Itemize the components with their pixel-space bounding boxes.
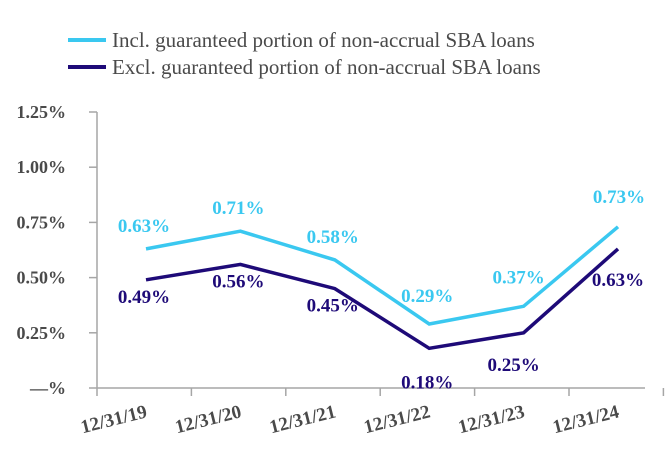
x-tick-label: 12/31/21 [267,401,338,438]
data-label-incl: 0.73% [593,187,645,208]
x-tick-label: 12/31/24 [551,401,622,438]
legend: Incl. guaranteed portion of non-accrual … [68,28,541,79]
series-line-excl [145,247,620,351]
y-tick-label: 1.25% [17,102,67,122]
x-axis-ticks: 12/31/19 12/31/20 12/31/21 12/31/22 12/31/23… [79,388,665,438]
data-label-excl: 0.25% [487,355,539,376]
data-label-excl: 0.49% [118,287,170,308]
data-labels: 0.63% 0.71% 0.58% 0.29% 0.37% 0.73% 0.49% 0.56%… [118,187,645,393]
data-label-excl: 0.45% [307,296,359,317]
x-tick-label: 12/31/19 [79,401,150,438]
legend-label-incl: Incl. guaranteed portion of non-accrual … [112,28,535,52]
series-line-incl [145,225,620,326]
x-tick-label: 12/31/23 [456,401,527,438]
data-label-incl: 0.58% [307,227,359,248]
data-label-incl: 0.37% [492,267,544,288]
y-axis-ticks: —% 0.25% 0.50% 0.75% 1.00% 1.25% [17,102,97,398]
y-tick-label: —% [29,378,66,398]
y-tick-label: 1.00% [17,157,67,177]
data-label-excl: 0.18% [401,372,453,393]
data-label-excl: 0.63% [592,270,644,291]
legend-label-excl: Excl. guaranteed portion of non-accrual … [112,55,541,79]
data-label-incl: 0.29% [401,286,453,307]
y-tick-label: 0.50% [17,268,67,288]
axes [96,112,645,389]
y-tick-label: 0.25% [17,323,67,343]
data-label-excl: 0.56% [212,271,264,292]
y-tick-label: 0.75% [17,212,67,232]
x-tick-label: 12/31/22 [362,401,433,438]
data-label-incl: 0.71% [212,198,264,219]
x-tick-label: 12/31/20 [173,401,244,438]
data-label-incl: 0.63% [118,216,170,237]
series-lines [145,225,620,351]
